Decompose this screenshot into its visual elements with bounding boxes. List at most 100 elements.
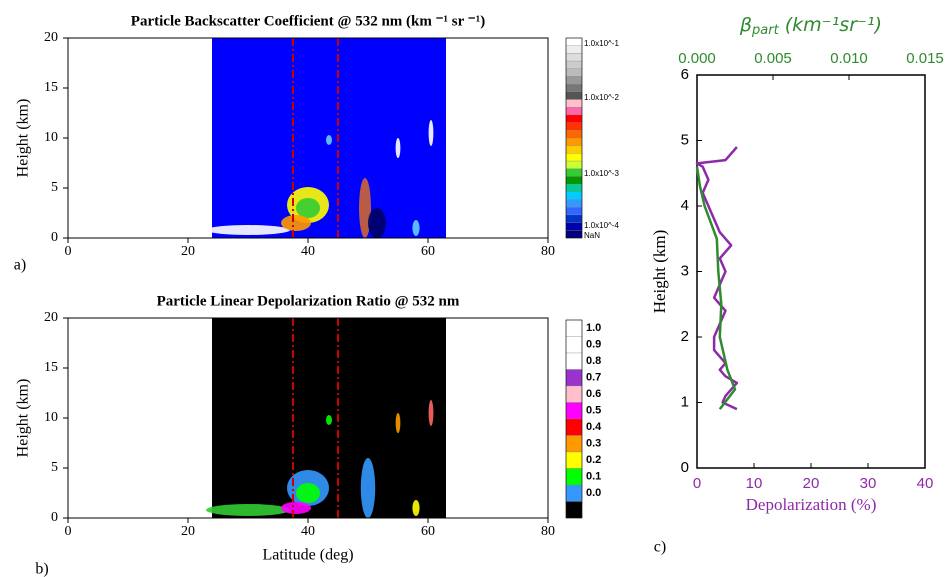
x-axis-label: Latitude (deg): [262, 547, 353, 564]
x-tick-label: 0: [693, 475, 701, 492]
y-tick-label: 6: [681, 66, 689, 83]
colorbar-swatch: [565, 145, 583, 154]
x-tick-label: 80: [541, 244, 555, 259]
aerosol-feature: [281, 502, 311, 514]
x2-label-subscript: part: [751, 23, 780, 38]
y-tick-label: 2: [681, 328, 689, 345]
chart-title: Particle Backscatter Coefficient @ 532 n…: [131, 13, 485, 29]
colorbar-swatch: [565, 352, 583, 370]
colorbar-swatch: [565, 107, 583, 116]
aerosol-feature: [296, 483, 320, 503]
colorbar-swatch: [565, 222, 583, 231]
x-tick-label: 0: [65, 524, 72, 539]
y-tick-label: 20: [44, 310, 58, 325]
colorbar-label: 0.5: [586, 405, 601, 417]
colorbar-swatch: [565, 60, 583, 69]
colorbar-label: 0.0: [586, 487, 601, 499]
y-tick-label: 0: [681, 459, 689, 476]
colorbar-label: 0.6: [586, 388, 601, 400]
aerosol-feature: [395, 138, 401, 158]
colorbar-swatch: [565, 130, 583, 139]
colorbar-swatch: [565, 53, 583, 62]
panel-label: a): [14, 257, 26, 274]
colorbar-label: 1.0x10^-1: [584, 39, 619, 48]
colorbar-swatch: [565, 451, 583, 469]
colorbar-swatch: [565, 468, 583, 486]
aerosol-feature: [206, 504, 290, 516]
colorbar-swatch: [565, 45, 583, 54]
x2-tick-label: 0.005: [754, 50, 792, 67]
x-tick-label: 20: [181, 244, 195, 259]
colorbar-label: 1.0x10^-3: [584, 169, 619, 178]
x-tick-label: 40: [301, 524, 315, 539]
colorbar-label: 1.0: [586, 322, 601, 334]
aerosol-feature: [428, 120, 434, 146]
colorbar-label: 1.0x10^-2: [584, 93, 619, 102]
x-tick-label: 60: [421, 524, 435, 539]
colorbar-swatch: [565, 418, 583, 436]
colorbar-label: 0.4: [586, 421, 602, 433]
colorbar-label: 1.0x10^-4: [584, 221, 619, 230]
aerosol-feature: [412, 220, 420, 236]
colorbar-swatch: [565, 160, 583, 169]
colorbar-label: NaN: [584, 231, 600, 240]
x2-tick-label: 0.015: [906, 50, 944, 67]
aerosol-feature: [296, 198, 320, 218]
y-tick-label: 10: [44, 130, 58, 145]
colorbar-swatch: [565, 319, 583, 337]
y-tick-label: 15: [44, 360, 58, 375]
colorbar-frame: [565, 37, 583, 239]
colorbar-swatch: [565, 184, 583, 192]
colorbar-swatch: [565, 369, 583, 387]
x-tick-label: 20: [803, 475, 820, 492]
y-tick-label: 15: [44, 80, 58, 95]
y-tick-label: 3: [681, 262, 689, 279]
colorbar-swatch: [565, 122, 583, 131]
y-axis-label: Height (km): [15, 379, 32, 458]
x2-label-unit: (km⁻¹sr⁻¹): [779, 14, 882, 36]
x-tick-label: 0: [65, 244, 72, 259]
x-tick-label: 20: [181, 524, 195, 539]
aerosol-feature: [428, 400, 434, 426]
y-tick-label: 4: [681, 197, 689, 214]
colorbar-swatch: [565, 84, 583, 92]
profile-line: [695, 166, 737, 410]
colorbar-swatch: [565, 137, 583, 146]
colorbar-swatch: [565, 385, 583, 403]
x-tick-label: 40: [301, 244, 315, 259]
x-tick-label: 10: [746, 475, 763, 492]
panel-label: b): [35, 561, 48, 577]
colorbar-swatch: [565, 501, 583, 519]
y-tick-label: 0: [51, 510, 58, 525]
x-tick-label: 40: [917, 475, 934, 492]
colorbar-swatch: [565, 214, 583, 223]
x2-label-symbol: β: [739, 14, 752, 36]
colorbar-label: 0.3: [586, 438, 601, 450]
colorbar-swatch: [565, 484, 583, 502]
colorbar-label: 0.9: [586, 339, 601, 351]
colorbar-swatch: [565, 230, 583, 239]
y-tick-label: 1: [681, 393, 689, 410]
colorbar-swatch: [565, 168, 583, 177]
profile-line: [695, 146, 739, 411]
colorbar-label: 0.8: [586, 355, 601, 367]
y-tick-label: 0: [51, 230, 58, 245]
aerosol-feature: [206, 225, 290, 235]
y-axis-label: Height (km): [15, 99, 32, 178]
chart-title: Particle Linear Depolarization Ratio @ 5…: [157, 293, 460, 309]
x-tick-label: 60: [421, 244, 435, 259]
x2-tick-label: 0.010: [830, 50, 868, 67]
y-axis-label: Height (km): [650, 230, 669, 314]
aerosol-feature: [360, 458, 376, 518]
colorbar-frame: [565, 319, 583, 519]
colorbar-label: 0.1: [586, 471, 601, 483]
plot-frame: [696, 74, 926, 469]
colorbar-swatch: [565, 402, 583, 420]
aerosol-feature: [412, 500, 420, 516]
x-axis-label: Depolarization (%): [746, 495, 877, 514]
colorbar-swatch: [565, 153, 583, 162]
colorbar-label: 0.2: [586, 454, 601, 466]
colorbar-swatch: [565, 37, 583, 46]
